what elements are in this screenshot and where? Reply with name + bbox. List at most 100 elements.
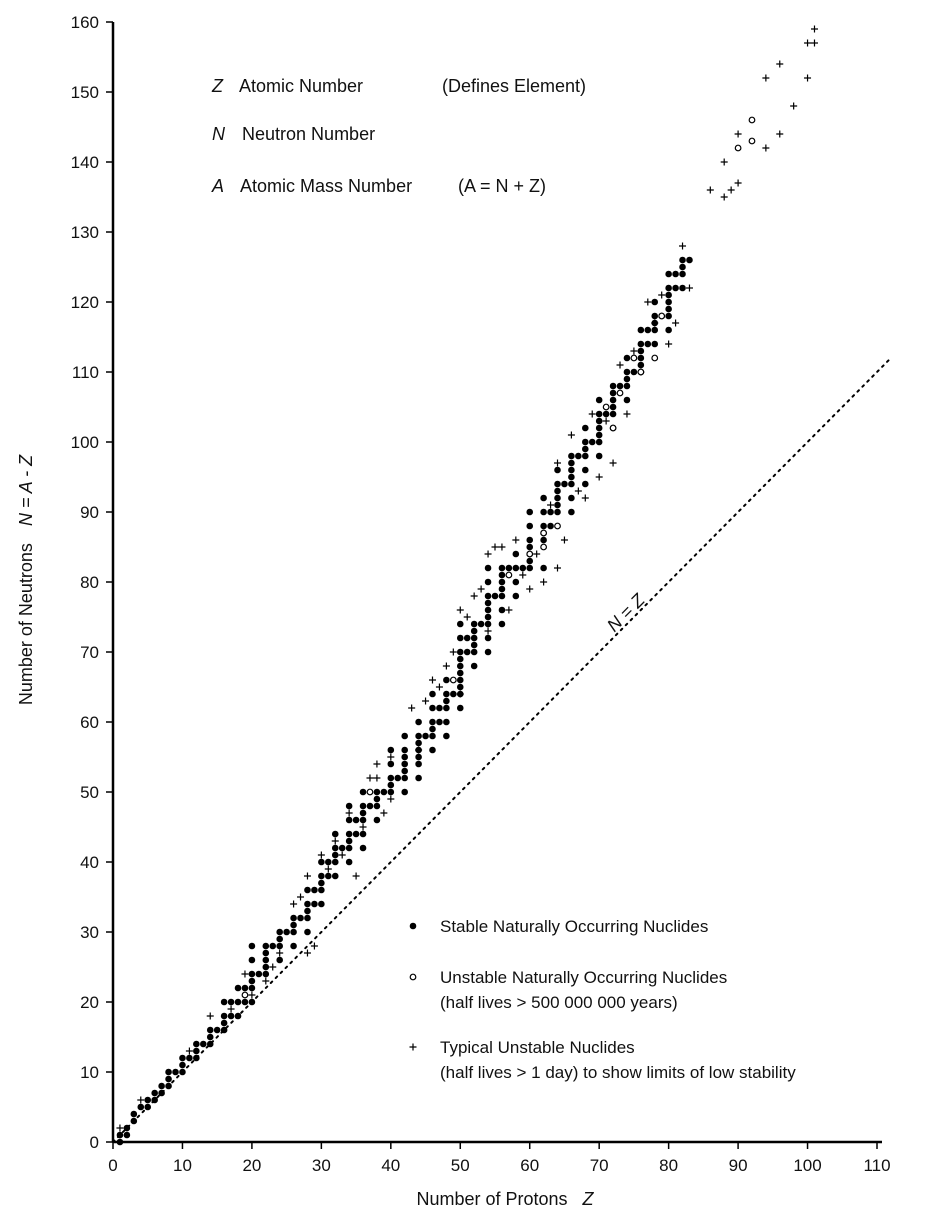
x-axis-symbol: Z [582, 1189, 595, 1209]
filled-circle-point [456, 655, 464, 663]
plus-point [554, 564, 562, 572]
filled-circle-point [679, 263, 686, 271]
plus-point [428, 676, 436, 684]
filled-circle-point [179, 1054, 186, 1062]
filled-circle-point [415, 739, 422, 747]
filled-circle-point [373, 788, 381, 796]
filled-circle-point [484, 648, 492, 656]
filled-circle-point [304, 914, 311, 922]
filled-circle-point [331, 872, 339, 880]
plus-point [185, 1047, 193, 1055]
filled-circle-point [172, 1068, 179, 1076]
filled-circle-point [401, 746, 409, 754]
plus-point [595, 473, 603, 481]
filled-circle-point [387, 760, 395, 768]
filled-circle-point [199, 1040, 207, 1048]
definitions-block: Z Atomic Number (Defines Element) N Neut… [211, 76, 586, 196]
filled-circle-point [186, 1054, 193, 1062]
filled-circle-point [463, 634, 471, 642]
filled-circle-point [512, 550, 520, 558]
filled-circle-point [456, 662, 464, 670]
filled-circle-point [498, 564, 506, 572]
filled-circle-point [679, 256, 686, 264]
filled-circle-point [345, 858, 353, 866]
filled-circle-point [387, 781, 395, 789]
filled-circle-point [554, 466, 561, 474]
filled-circle-point [144, 1103, 152, 1111]
open-circle-point [602, 403, 610, 411]
filled-circle-point [318, 900, 325, 908]
filled-circle-point [165, 1075, 172, 1083]
x-tick-label-8: 80 [659, 1156, 678, 1175]
filled-circle-point [227, 1012, 235, 1020]
filled-circle-point [568, 459, 575, 467]
open-circle-point [658, 312, 666, 320]
plus-point [463, 613, 471, 621]
filled-circle-point [602, 410, 610, 418]
filled-circle-point [422, 732, 429, 740]
filled-circle-point [505, 564, 513, 572]
filled-circle-point [498, 585, 506, 593]
filled-circle-point [651, 312, 659, 320]
filled-circle-point [373, 816, 381, 824]
filled-circle-point [665, 298, 672, 306]
filled-circle-point [262, 970, 270, 978]
plus-point [262, 977, 270, 985]
filled-circle-point [595, 452, 603, 460]
plus-point [706, 186, 714, 194]
filled-circle-point [206, 1033, 214, 1041]
filled-circle-point [568, 452, 575, 460]
filled-circle-point [304, 900, 311, 908]
filled-circle-point [595, 396, 603, 404]
plus-point [317, 851, 325, 859]
filled-circle-point [366, 802, 374, 810]
filled-circle-point [262, 942, 270, 950]
filled-circle-point [581, 452, 589, 460]
filled-circle-point [137, 1103, 145, 1111]
plus-point [352, 872, 360, 880]
filled-circle-point [581, 438, 589, 446]
filled-circle-point [644, 326, 652, 334]
filled-circle-point [595, 431, 603, 439]
plus-point [602, 417, 610, 425]
filled-circle-point [470, 627, 478, 635]
plus-point [470, 592, 478, 600]
plus-point [609, 459, 617, 467]
filled-circle-point [575, 452, 582, 460]
legend: Stable Naturally Occurring Nuclides Unsta… [409, 917, 796, 1082]
data-points [116, 25, 818, 1146]
filled-circle-point [227, 998, 235, 1006]
filled-circle-point [581, 424, 589, 432]
filled-circle-point [456, 634, 464, 642]
plus-point [567, 431, 575, 439]
plus-point [810, 25, 818, 33]
filled-circle-point [415, 732, 422, 740]
filled-circle-point [269, 942, 277, 950]
open-circle-point [505, 571, 513, 579]
y-tick-label-3: 30 [80, 923, 99, 942]
filled-circle-point [484, 564, 492, 572]
plus-point [630, 347, 638, 355]
plus-point [720, 193, 728, 201]
filled-circle-point [311, 900, 318, 908]
filled-circle-point [665, 270, 672, 278]
plus-point [727, 186, 735, 194]
filled-circle-point [415, 746, 422, 754]
filled-circle-point [581, 445, 589, 453]
filled-circle-point [234, 1012, 242, 1020]
filled-circle-point [415, 718, 422, 726]
filled-circle-point [248, 956, 256, 964]
plus-point [526, 585, 534, 593]
filled-circle-point [429, 725, 436, 733]
filled-circle-point [651, 326, 659, 334]
filled-circle-point [359, 788, 367, 796]
filled-circle-point [456, 648, 464, 656]
filled-circle-point [484, 578, 492, 586]
plus-point [491, 543, 499, 551]
filled-circle-point [561, 480, 568, 488]
filled-circle-point [401, 767, 409, 775]
filled-circle-point [554, 494, 561, 502]
filled-circle-point [540, 508, 547, 516]
filled-circle-point [623, 354, 631, 362]
filled-circle-point [609, 396, 617, 404]
